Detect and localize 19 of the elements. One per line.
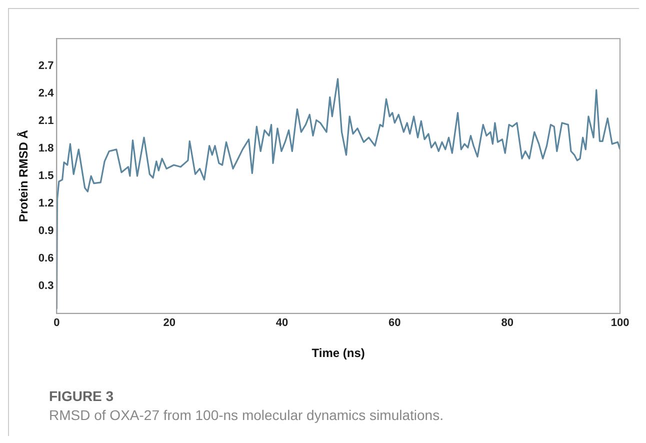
y-tick-label: 1.8 [38, 142, 54, 155]
x-tick-label: 20 [163, 317, 176, 330]
x-axis-title: Time (ns) [312, 346, 365, 360]
x-tick-label: 60 [388, 317, 401, 330]
y-tick-label: 2.4 [38, 88, 55, 100]
x-tick-label: 100 [610, 317, 630, 330]
y-tick-label: 1.5 [38, 170, 54, 182]
y-axis-title: Protein RMSD Å [16, 130, 31, 222]
y-tick-label: 0.3 [38, 280, 54, 292]
x-tick-label: 40 [276, 317, 288, 330]
y-tick-label: 2.1 [38, 115, 54, 128]
x-tick-label: 80 [501, 317, 514, 330]
x-tick-label: 0 [54, 317, 60, 330]
y-tick-label: 0.6 [38, 252, 54, 264]
y-tick-label: 2.7 [38, 60, 54, 72]
y-tick-label: 1.2 [38, 198, 54, 210]
text: RMSD of OXA-27 from 100-ns molecular dynamics simulations. [49, 406, 444, 425]
caption: FIGURE 3 [49, 387, 115, 406]
y-tick-label: 0.9 [38, 224, 54, 237]
